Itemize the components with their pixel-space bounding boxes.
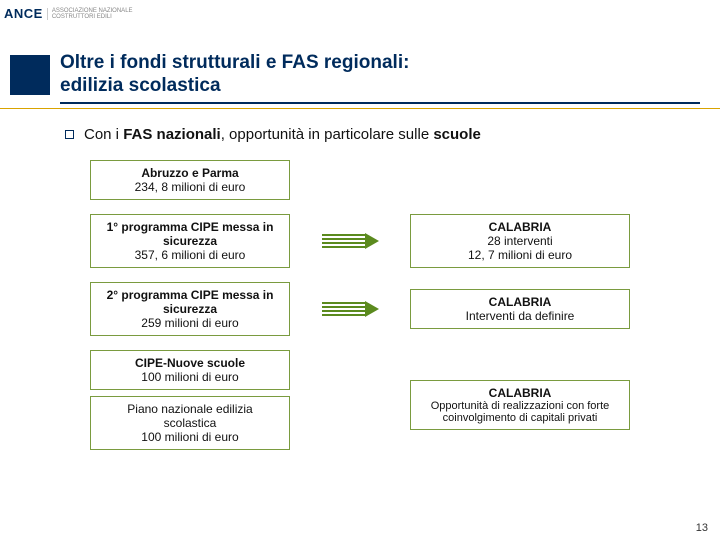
box-piano-nazionale: Piano nazionale edilizia scolastica 100 …	[90, 396, 290, 450]
slide-title: Oltre i fondi strutturali e FAS regional…	[60, 52, 700, 104]
decorative-square	[10, 55, 50, 95]
logo: ANCE ASSOCIAZIONE NAZIONALE COSTRUTTORI …	[4, 6, 133, 21]
box-calabria3: CALABRIA Opportunità di realizzazioni co…	[410, 380, 630, 430]
bullet-icon	[65, 130, 74, 139]
title-line2: edilizia scolastica	[60, 75, 221, 96]
row-programma2: 2° programma CIPE messa in sicurezza 259…	[90, 282, 690, 336]
box-calabria2: CALABRIA Interventi da definire	[410, 289, 630, 329]
page-number: 13	[696, 522, 708, 534]
logo-subtitle: ASSOCIAZIONE NAZIONALE COSTRUTTORI EDILI	[47, 8, 133, 20]
arrow-icon	[322, 301, 379, 317]
content-area: Abruzzo e Parma 234, 8 milioni di euro 1…	[90, 160, 690, 450]
logo-brand: ANCE	[4, 6, 43, 21]
row-abruzzo: Abruzzo e Parma 234, 8 milioni di euro	[90, 160, 690, 200]
intro-text: Con i FAS nazionali, opportunità in part…	[84, 126, 481, 143]
arrow-icon	[322, 233, 379, 249]
box-programma1: 1° programma CIPE messa in sicurezza 357…	[90, 214, 290, 268]
divider	[0, 108, 720, 109]
box-programma2: 2° programma CIPE messa in sicurezza 259…	[90, 282, 290, 336]
intro-bullet-row: Con i FAS nazionali, opportunità in part…	[65, 126, 700, 143]
box-abruzzo: Abruzzo e Parma 234, 8 milioni di euro	[90, 160, 290, 200]
box-nuove-scuole: CIPE-Nuove scuole 100 milioni di euro	[90, 350, 290, 390]
row-nuove-scuole: CIPE-Nuove scuole 100 milioni di euro CA…	[90, 350, 690, 390]
title-line1: Oltre i fondi strutturali e FAS regional…	[60, 52, 409, 73]
box-calabria1: CALABRIA 28 interventi 12, 7 milioni di …	[410, 214, 630, 268]
row-programma1: 1° programma CIPE messa in sicurezza 357…	[90, 214, 690, 268]
